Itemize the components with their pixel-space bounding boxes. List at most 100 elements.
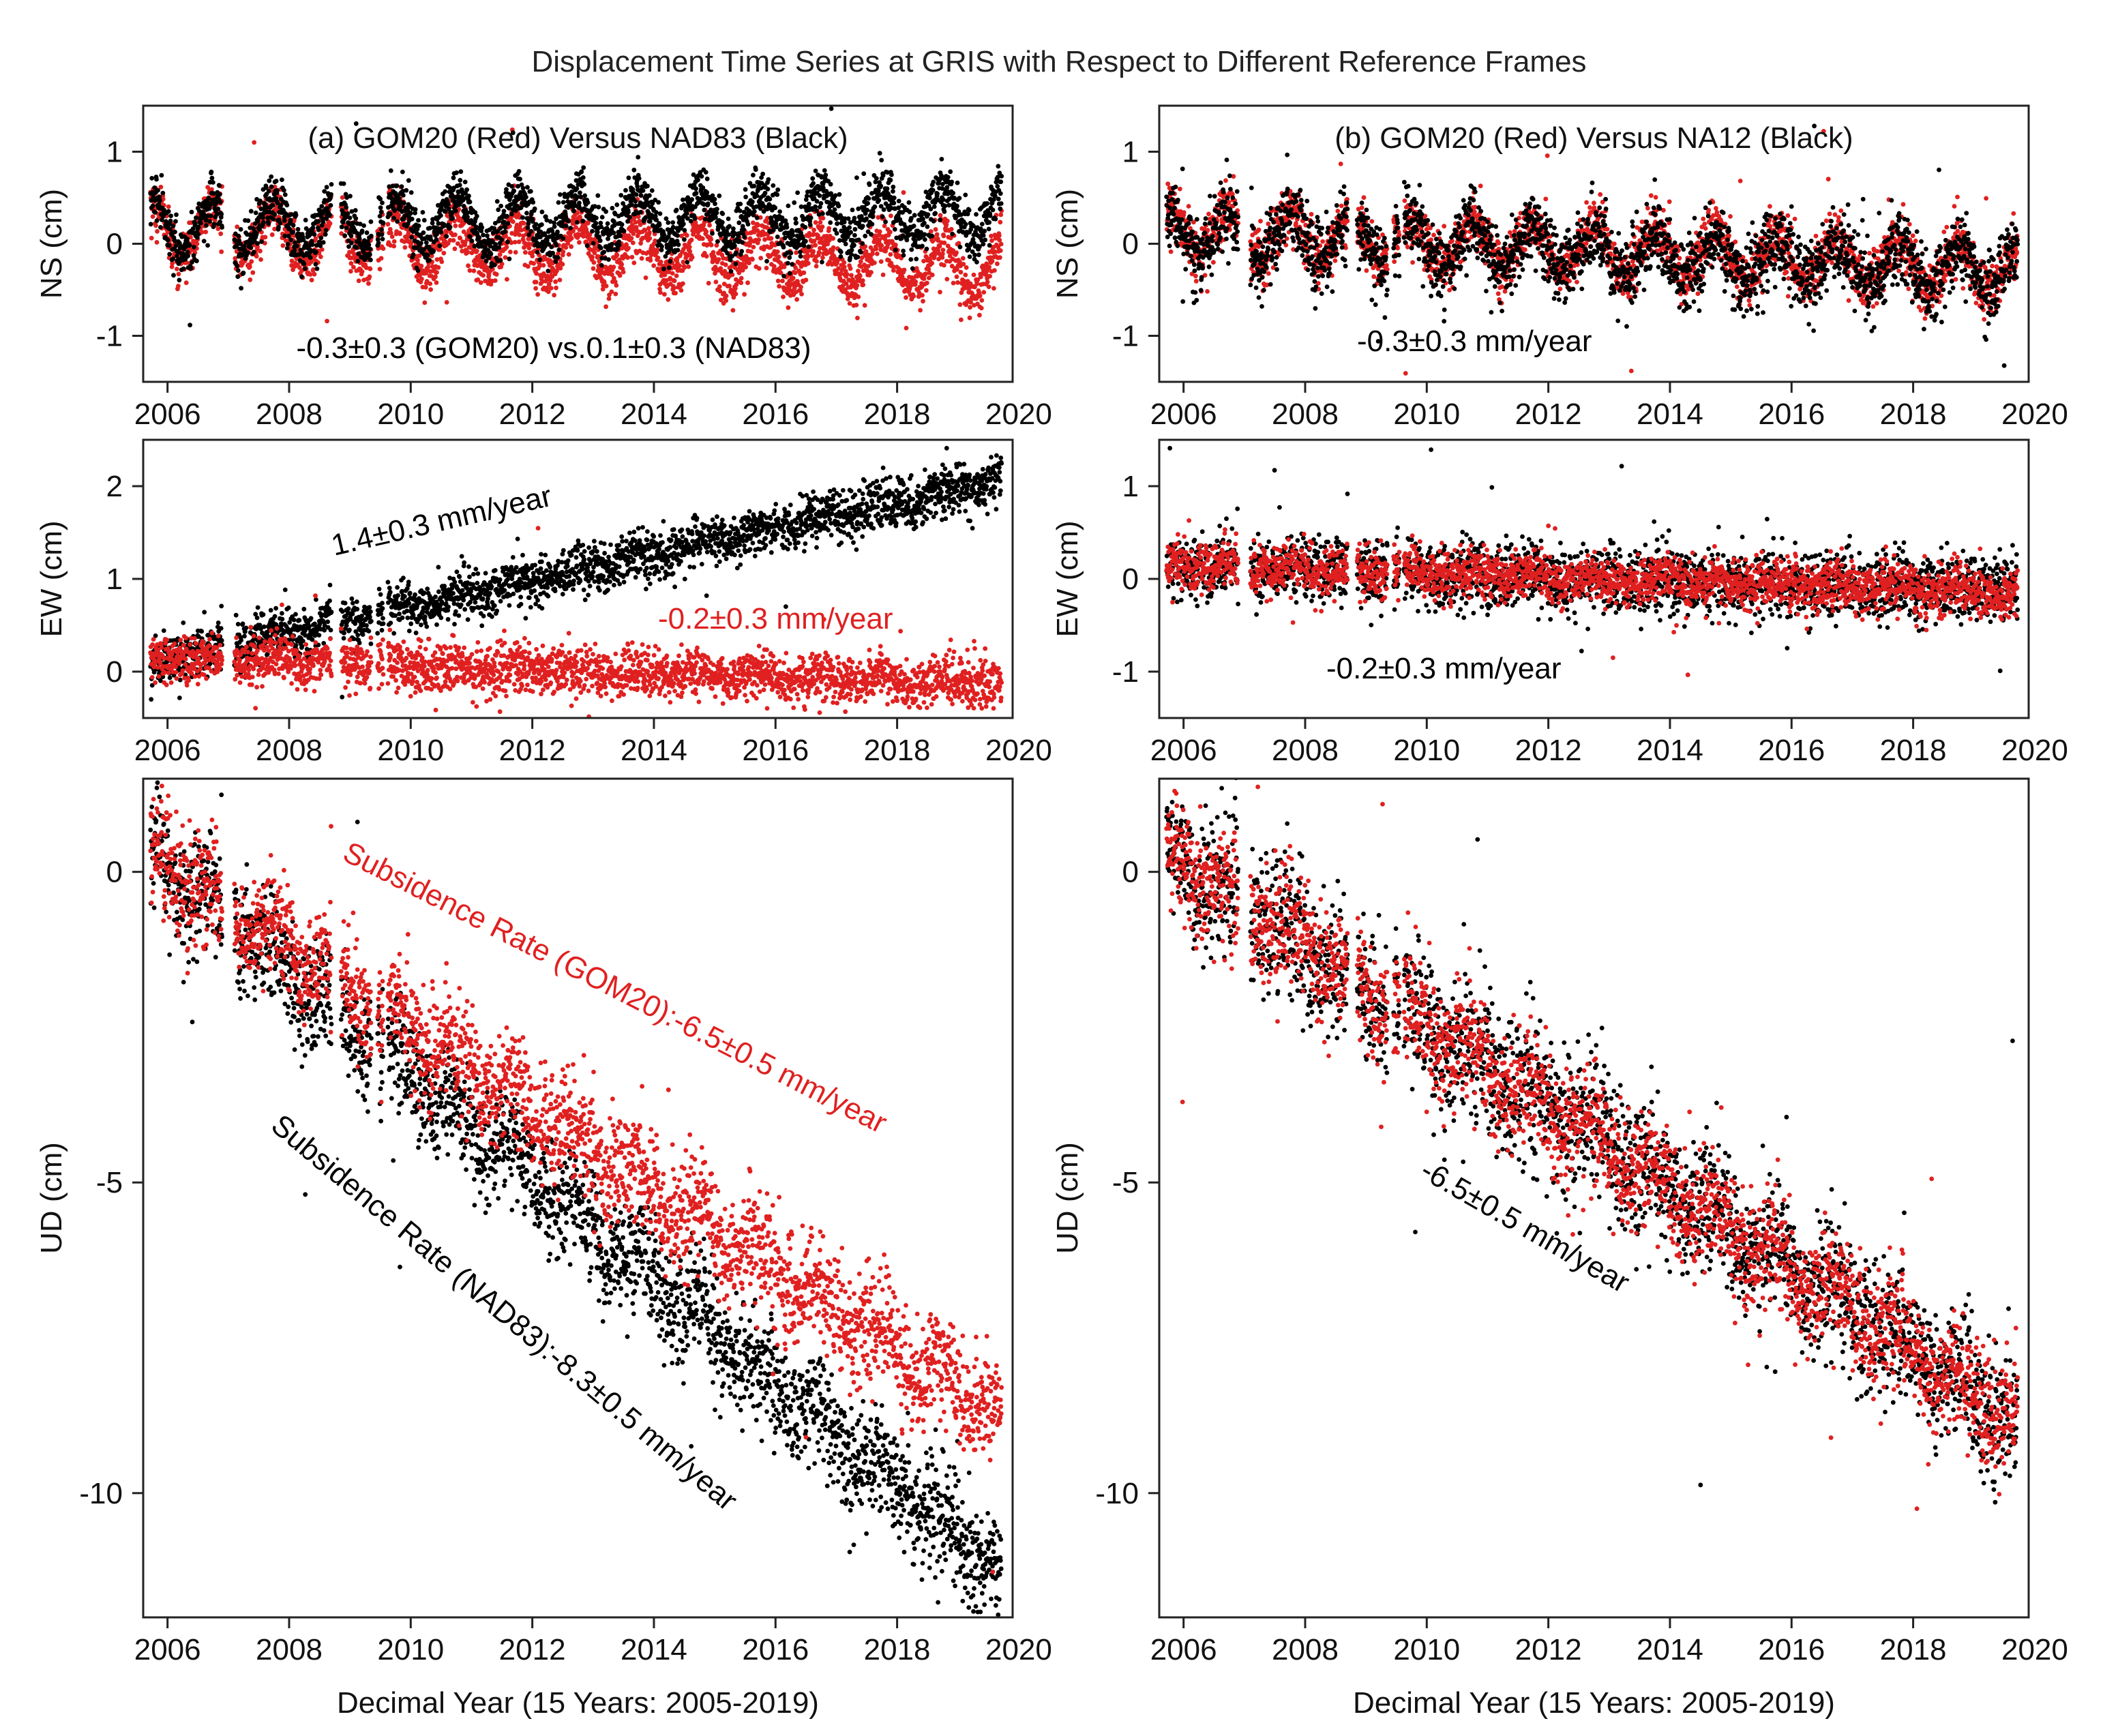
data-point — [750, 257, 755, 262]
data-point — [353, 216, 359, 221]
data-point — [618, 193, 624, 198]
data-point — [633, 203, 638, 209]
data-point — [630, 240, 636, 245]
data-point — [492, 263, 497, 267]
data-point — [411, 229, 416, 234]
data-point — [674, 273, 679, 278]
data-point — [651, 263, 657, 268]
data-point — [792, 270, 798, 275]
data-point — [368, 219, 374, 224]
data-point — [963, 272, 968, 278]
data-point — [148, 222, 153, 227]
data-point — [625, 219, 630, 224]
data-point — [434, 270, 439, 275]
data-point — [513, 208, 518, 213]
data-point — [451, 175, 456, 181]
data-point — [923, 190, 929, 194]
data-point — [638, 209, 643, 215]
data-point — [160, 218, 164, 222]
data-point — [666, 269, 672, 275]
data-point — [701, 202, 706, 207]
data-point — [447, 185, 452, 190]
data-point — [507, 256, 512, 262]
x-tick-label: 2010 — [377, 398, 444, 431]
data-point — [250, 270, 256, 275]
data-point — [811, 181, 816, 186]
data-point — [860, 241, 865, 246]
data-point — [769, 236, 774, 241]
data-point — [376, 240, 381, 245]
data-point — [532, 206, 537, 211]
data-point — [762, 190, 768, 196]
data-point — [863, 249, 869, 254]
data-point — [583, 239, 588, 244]
data-point — [413, 211, 417, 215]
data-point — [977, 293, 983, 299]
data-point — [475, 277, 481, 282]
data-point — [814, 198, 820, 204]
data-point — [595, 254, 600, 259]
data-point — [987, 273, 992, 279]
data-point — [247, 264, 252, 269]
data-point — [573, 225, 578, 230]
data-point — [710, 230, 715, 236]
data-point — [207, 219, 212, 224]
data-point — [775, 187, 781, 192]
data-point — [880, 272, 886, 278]
data-point — [316, 227, 321, 233]
data-point — [494, 199, 500, 204]
data-point — [777, 209, 782, 214]
data-point — [389, 234, 395, 239]
data-point — [715, 207, 719, 211]
data-point — [998, 212, 1004, 218]
data-point — [831, 236, 835, 241]
data-point — [286, 233, 291, 239]
data-point — [236, 233, 241, 239]
data-point — [756, 222, 761, 228]
data-point — [498, 225, 503, 230]
data-point — [985, 201, 989, 206]
data-point — [977, 312, 982, 318]
data-point — [380, 200, 385, 205]
data-point — [764, 258, 769, 264]
data-point — [404, 188, 409, 193]
data-point — [841, 233, 846, 239]
data-point — [541, 263, 546, 268]
data-point — [854, 175, 859, 180]
data-point — [552, 293, 556, 298]
data-point — [303, 240, 309, 245]
data-point — [907, 209, 912, 215]
data-point — [901, 190, 906, 195]
figure-title: Displacement Time Series at GRIS with Re… — [531, 45, 1586, 78]
data-point — [775, 235, 780, 239]
data-point — [235, 268, 241, 273]
data-point — [394, 183, 400, 188]
data-point — [598, 220, 603, 226]
data-point — [259, 239, 264, 244]
data-point — [820, 215, 826, 221]
data-point — [668, 275, 673, 281]
data-point — [566, 219, 571, 224]
data-point — [356, 278, 361, 284]
data-point — [930, 188, 936, 193]
data-point — [159, 173, 164, 178]
data-point — [848, 230, 853, 235]
data-point — [653, 238, 658, 243]
data-point — [706, 280, 711, 286]
data-point — [627, 215, 632, 220]
data-point — [811, 227, 816, 233]
data-point — [876, 215, 881, 220]
data-point — [820, 211, 825, 216]
data-point — [858, 250, 863, 255]
data-point — [436, 203, 441, 208]
data-point — [863, 233, 868, 239]
data-point — [760, 171, 765, 177]
data-point — [842, 216, 848, 221]
data-point — [467, 268, 473, 273]
data-point — [889, 213, 893, 218]
data-point — [451, 185, 456, 191]
data-point — [777, 284, 781, 289]
data-point — [1165, 181, 1171, 186]
data-point — [269, 184, 274, 190]
data-point — [637, 218, 642, 224]
